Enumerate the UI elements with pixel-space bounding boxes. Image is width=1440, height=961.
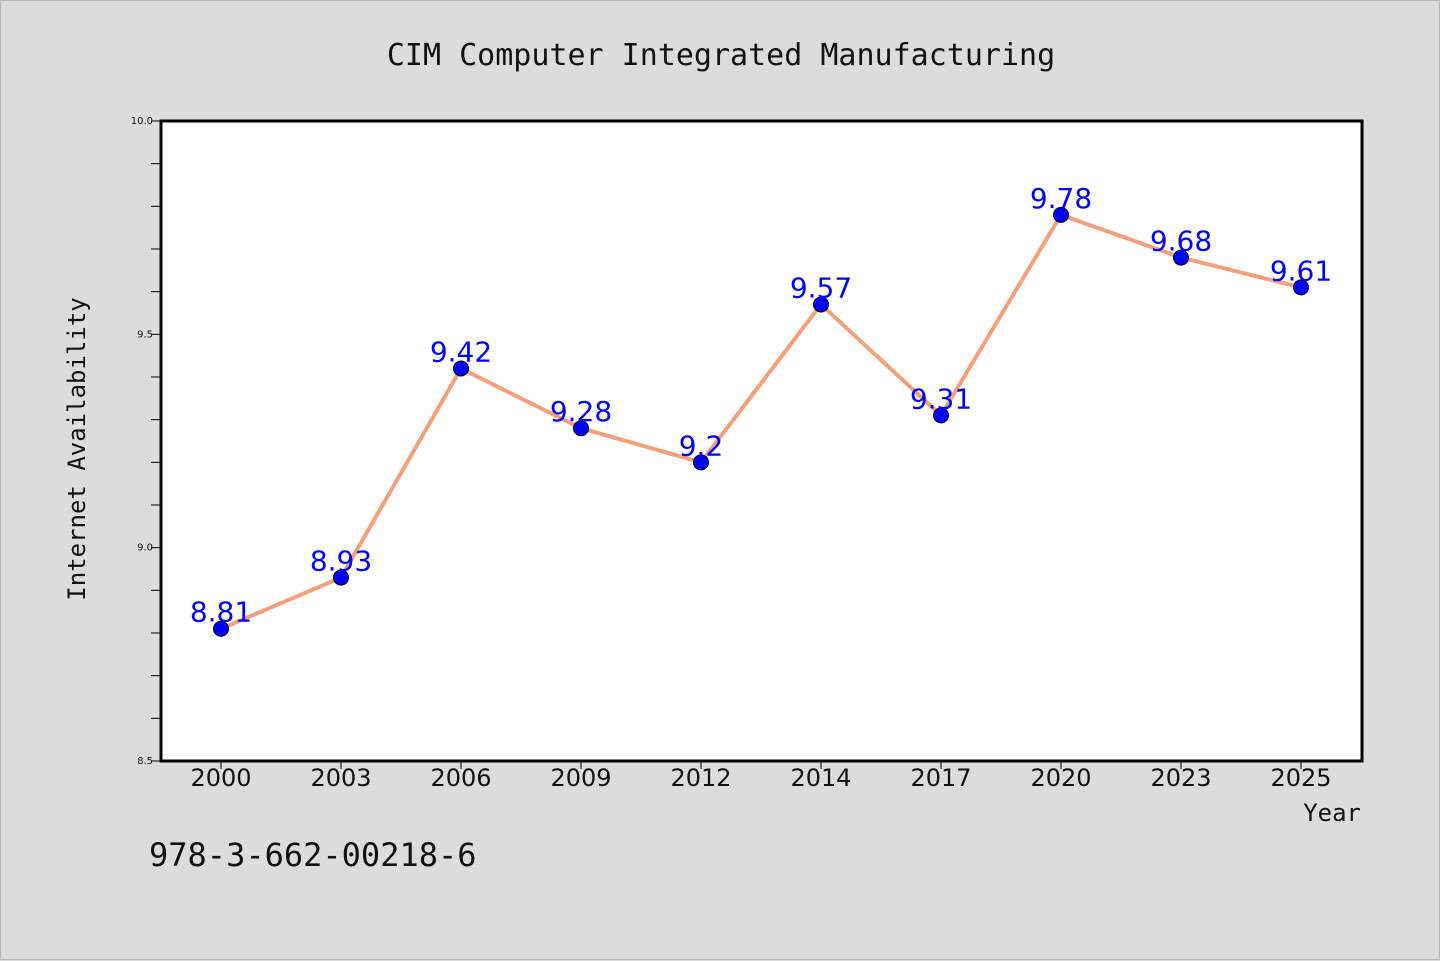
data-point-marker <box>333 569 349 586</box>
x-tick-label: 2000 <box>190 764 251 792</box>
y-tick-label: 8.5 <box>137 756 153 767</box>
data-point-label: 8.81 <box>190 596 252 629</box>
data-point-marker <box>933 407 949 424</box>
data-point-marker <box>453 360 469 377</box>
data-point-marker <box>573 420 589 437</box>
isbn-text: 978-3-662-00218-6 <box>149 836 477 874</box>
y-tick-label: 9.0 <box>137 543 153 554</box>
data-point-label: 9.61 <box>1270 254 1332 287</box>
series-line <box>220 212 1302 631</box>
data-point-label: 9.42 <box>430 335 492 368</box>
data-point-label: 9.57 <box>790 271 852 304</box>
x-tick-label: 2017 <box>910 764 971 792</box>
x-tick-label: 2012 <box>670 764 731 792</box>
x-tick-label: 2020 <box>1030 764 1091 792</box>
series-line-group <box>220 212 1302 631</box>
x-axis-ticks: 2000 2003 2006 2009 2012 2014 2017 2020 2023 2025 <box>190 761 1332 792</box>
data-labels-group: 8.81 8.93 9.42 9.28 9.2 9.57 9.31 9.78 9.68 9.61 <box>190 182 1332 629</box>
series-markers-group <box>213 206 1309 637</box>
data-point-label: 8.93 <box>310 545 372 578</box>
data-point-marker <box>1173 249 1189 266</box>
data-point-marker <box>693 454 709 471</box>
y-axis-label: Internet Availability <box>63 297 91 600</box>
data-point-marker <box>1053 206 1069 223</box>
y-axis-ticks: 8.5 9.0 9.5 10.0 <box>131 116 161 767</box>
data-point-label: 9.31 <box>910 382 972 415</box>
x-tick-label: 2025 <box>1270 764 1331 792</box>
x-tick-label: 2014 <box>790 764 851 792</box>
plot-area <box>159 119 1364 763</box>
x-tick-label: 2006 <box>430 764 491 792</box>
y-tick-label: 10.0 <box>131 116 153 127</box>
y-tick-label: 9.5 <box>137 329 153 340</box>
data-point-marker <box>813 296 829 313</box>
x-tick-label: 2009 <box>550 764 611 792</box>
data-point-label: 9.2 <box>679 429 724 462</box>
x-tick-label: 2003 <box>310 764 371 792</box>
x-axis-label: Year <box>1303 799 1361 827</box>
data-point-marker <box>1293 279 1309 296</box>
data-point-label: 9.78 <box>1030 182 1092 215</box>
x-tick-label: 2023 <box>1150 764 1211 792</box>
data-point-label: 9.68 <box>1150 225 1212 258</box>
data-point-marker <box>213 620 229 637</box>
data-point-label: 9.28 <box>550 395 612 428</box>
chart-title: CIM Computer Integrated Manufacturing <box>387 38 1055 73</box>
